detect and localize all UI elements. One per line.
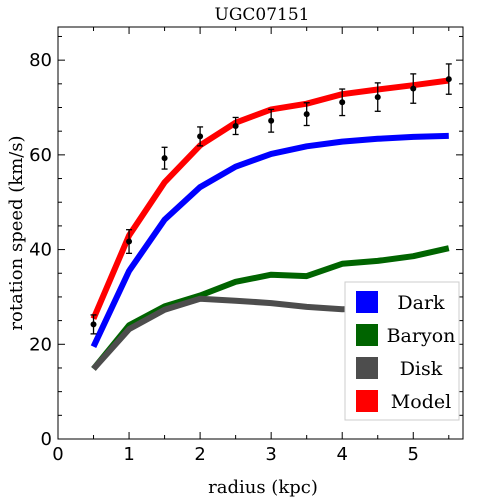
data-point bbox=[445, 76, 452, 83]
y-tick-label: 20 bbox=[29, 334, 52, 355]
y-tick-label: 80 bbox=[29, 50, 52, 71]
y-tick-label: 40 bbox=[29, 240, 52, 261]
data-point bbox=[339, 99, 346, 106]
x-tick-label: 3 bbox=[265, 444, 276, 465]
data-point bbox=[161, 155, 168, 162]
data-point bbox=[126, 238, 133, 245]
y-tick-label: 0 bbox=[41, 429, 52, 450]
plot-frame bbox=[57, 26, 464, 440]
data-point bbox=[268, 117, 275, 124]
legend: Dark Baryon Disk Model bbox=[344, 281, 460, 421]
y-tick-label: 60 bbox=[29, 145, 52, 166]
chart-title: UGC07151 bbox=[215, 5, 310, 25]
data-point bbox=[303, 111, 310, 118]
legend-label-model: Model bbox=[391, 391, 451, 413]
series-line-baryon bbox=[91, 245, 450, 371]
x-tick-label: 5 bbox=[408, 444, 419, 465]
legend-swatch-model bbox=[356, 390, 378, 412]
data-point bbox=[374, 94, 381, 101]
data-point bbox=[410, 85, 417, 92]
data-point bbox=[197, 133, 204, 140]
legend-swatch-dark bbox=[356, 291, 378, 313]
data-point bbox=[90, 321, 97, 328]
x-tick-label: 0 bbox=[52, 444, 63, 465]
axis-ticks: 0 1 2 3 4 5 0 20 40 60 80 bbox=[29, 27, 463, 465]
x-tick-label: 1 bbox=[123, 444, 134, 465]
series-line-dark bbox=[90, 132, 449, 348]
legend-label-baryon: Baryon bbox=[387, 325, 456, 347]
legend-swatch-baryon bbox=[356, 324, 378, 346]
data-point bbox=[232, 122, 239, 129]
x-tick-label: 4 bbox=[336, 444, 347, 465]
legend-label-dark: Dark bbox=[397, 292, 445, 314]
legend-swatch-disk bbox=[356, 357, 378, 379]
error-bars bbox=[90, 63, 452, 335]
x-tick-label: 2 bbox=[194, 444, 205, 465]
x-axis-label: radius (kpc) bbox=[208, 477, 318, 498]
y-axis-label: rotation speed (km/s) bbox=[6, 135, 27, 330]
legend-label-disk: Disk bbox=[400, 358, 443, 380]
